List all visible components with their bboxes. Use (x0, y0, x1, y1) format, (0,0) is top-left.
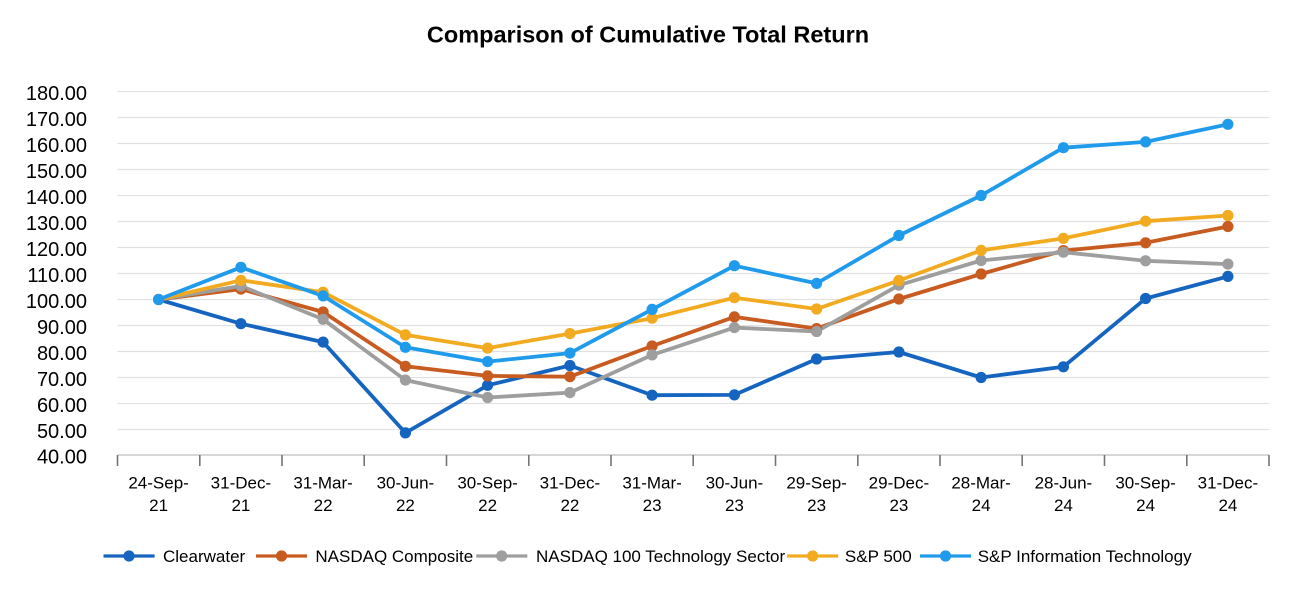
svg-text:110.00: 110.00 (27, 265, 87, 287)
svg-text:31-Mar-: 31-Mar- (293, 474, 353, 493)
svg-text:31-Dec-: 31-Dec- (540, 474, 600, 493)
svg-text:70.00: 70.00 (37, 369, 87, 391)
svg-text:90.00: 90.00 (37, 317, 87, 339)
svg-text:29-Sep-: 29-Sep- (786, 474, 846, 493)
svg-text:23: 23 (807, 496, 826, 515)
svg-text:22: 22 (560, 496, 579, 515)
svg-text:100.00: 100.00 (26, 291, 87, 313)
svg-text:60.00: 60.00 (37, 395, 87, 417)
svg-text:22: 22 (396, 496, 415, 515)
svg-text:31-Dec-: 31-Dec- (211, 474, 271, 493)
svg-text:24: 24 (1136, 496, 1155, 515)
svg-text:28-Jun-: 28-Jun- (1035, 474, 1093, 493)
svg-text:40.00: 40.00 (37, 447, 87, 469)
svg-text:150.00: 150.00 (26, 161, 87, 183)
svg-text:80.00: 80.00 (37, 343, 87, 365)
svg-text:140.00: 140.00 (26, 187, 87, 209)
svg-text:Clearwater: Clearwater (163, 547, 246, 566)
svg-text:30-Sep-: 30-Sep- (1115, 474, 1175, 493)
svg-text:31-Mar-: 31-Mar- (622, 474, 682, 493)
svg-text:Comparison of Cumulative Total: Comparison of Cumulative Total Return (427, 22, 869, 48)
svg-text:180.00: 180.00 (26, 83, 87, 105)
svg-text:50.00: 50.00 (37, 421, 87, 443)
svg-text:24: 24 (1218, 496, 1237, 515)
svg-text:23: 23 (643, 496, 662, 515)
svg-text:170.00: 170.00 (26, 109, 87, 131)
svg-text:S&P Information Technology: S&P Information Technology (978, 547, 1192, 566)
svg-text:30-Jun-: 30-Jun- (377, 474, 435, 493)
svg-text:23: 23 (725, 496, 744, 515)
svg-text:24: 24 (972, 496, 991, 515)
svg-text:NASDAQ 100 Technology Sector: NASDAQ 100 Technology Sector (536, 547, 785, 566)
svg-text:29-Dec-: 29-Dec- (869, 474, 929, 493)
svg-text:30-Jun-: 30-Jun- (706, 474, 764, 493)
svg-text:S&P 500: S&P 500 (845, 547, 912, 566)
svg-text:160.00: 160.00 (26, 135, 87, 157)
svg-text:30-Sep-: 30-Sep- (457, 474, 517, 493)
svg-text:21: 21 (231, 496, 250, 515)
svg-text:28-Mar-: 28-Mar- (951, 474, 1011, 493)
svg-text:130.00: 130.00 (26, 213, 87, 235)
svg-text:23: 23 (889, 496, 908, 515)
svg-text:22: 22 (314, 496, 333, 515)
svg-text:21: 21 (149, 496, 168, 515)
svg-text:31-Dec-: 31-Dec- (1198, 474, 1258, 493)
svg-text:120.00: 120.00 (26, 239, 87, 261)
svg-text:24-Sep-: 24-Sep- (128, 474, 188, 493)
svg-text:22: 22 (478, 496, 497, 515)
svg-text:24: 24 (1054, 496, 1073, 515)
svg-text:NASDAQ Composite: NASDAQ Composite (315, 547, 473, 566)
